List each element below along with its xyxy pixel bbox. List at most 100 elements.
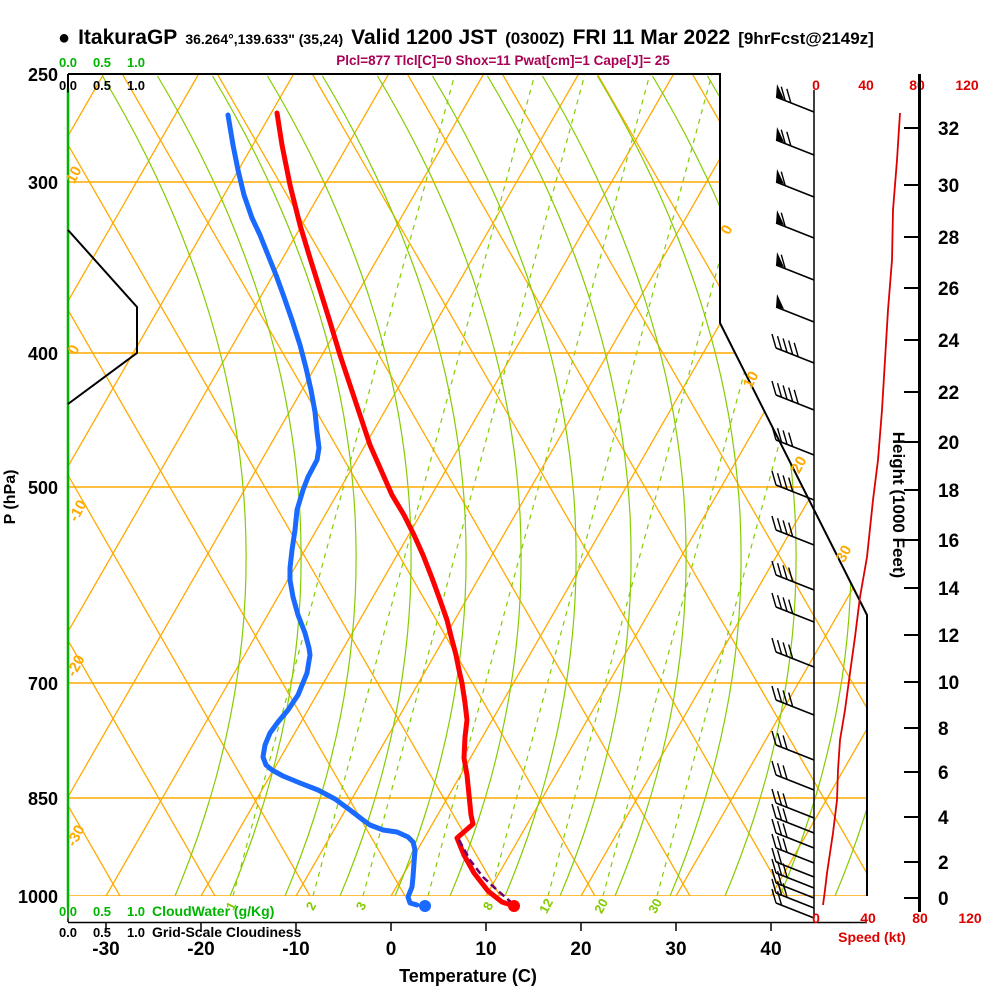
height-tick-label: 4 [938,808,949,829]
wind-barb-feather [771,730,777,746]
wind-barb-feather [776,733,783,748]
wind-barb-feather [788,432,794,447]
dewpoint-curve [225,112,420,908]
dry-adiabat-line [68,74,406,896]
wind-barb-staff [775,902,815,919]
wind-barb-feather [771,833,777,849]
temperature-tick-label: -10 [282,939,309,960]
wind-barb-feather [788,567,794,582]
temperature-tick-label: 10 [475,939,496,960]
temperature-tick-label: 0 [386,939,397,960]
cloudwater-scale-top-label: 0.5 [93,55,111,70]
wind-speed-profile [822,112,901,906]
cloudiness-scale-bottom-label: 1.0 [127,925,145,940]
speed-scale-bottom-label: 120 [958,910,982,926]
wind-barb-staff [775,574,815,591]
dry-adiabat-line [68,74,216,896]
wind-barb-staff [775,96,815,113]
wind-barb-feather [771,803,777,819]
cloudwater-scale-bottom-label: 0.5 [93,904,111,919]
wind-barb-feather [771,847,777,863]
moist-adiabat-line [596,75,742,896]
wind-barb-feather [771,878,777,894]
wind-barb-feather [782,863,788,878]
mixing-ratio-value-label: 2 [303,899,320,912]
wind-barb-feather [771,858,777,874]
wind-barb-feather [788,522,794,537]
wind-barb-staff [775,139,815,156]
wind-barb-feather [776,891,783,906]
mixing-ratio-line [547,74,771,896]
wind-barb-feather [782,597,788,612]
wind-barb-feather [776,821,783,836]
wind-barb-staff [775,306,815,323]
moist-adiabat-line [376,75,522,896]
pressure-tick-label: 250 [28,65,58,85]
station-bullet-icon: ● [58,27,71,49]
dry-adiabat-line [121,74,596,896]
wind-barb-feather [782,385,788,400]
wind-barb-feather [782,430,788,445]
mixing-ratio-value-label: 3 [353,899,370,912]
dry-adiabat-line [216,74,691,896]
wind-barb-feather [771,333,777,349]
temperature-tick-label: 40 [760,939,781,960]
wind-barb-pennant [776,210,784,225]
height-tick-label: 8 [938,719,949,740]
wind-barb-feather [780,212,786,227]
pressure-tick-label: 850 [28,789,58,809]
wind-barb-feather [780,254,786,269]
stability-indices: Plcl=877 Tlcl[C]=0 Shox=11 Pwat[cm]=1 Ca… [336,53,670,68]
wind-barb-staff [775,882,815,899]
wind-barb-feather [771,868,777,884]
height-tick-label: 2 [938,853,949,874]
dry-adiabat-line [406,74,867,896]
cloudiness-scale-top-label: 1.0 [127,78,145,93]
height-tick-label: 10 [938,673,959,694]
wind-barb-staff [775,484,815,501]
wind-barb-staff [775,744,815,761]
forecast-info: [9hrFcst@2149z] [738,29,874,48]
cloudiness-scale-top-label: 0.5 [93,78,111,93]
wind-barb-feather [782,883,788,898]
mixing-ratio-line [232,74,456,896]
wind-barbs [771,84,815,919]
wind-barb-staff [775,872,815,889]
wind-barb-feather [776,336,783,351]
wind-barb-feather [776,563,783,578]
pressure-tick-label: 300 [28,173,58,193]
temperature-tick-label: -30 [92,939,119,960]
speed-scale-bottom-label: 40 [860,910,876,926]
wind-barb-feather [782,765,788,780]
wind-barb-feather [776,836,783,851]
dry-adiabat-line [68,74,501,896]
parcel-path-line [457,839,513,904]
height-tick-label: 26 [938,279,959,300]
moist-adiabat-line [156,75,302,896]
pressure-axis-title: P (hPa) [2,470,19,525]
wind-barb-staff [775,529,815,546]
height-tick-label: 6 [938,763,949,784]
wind-barb-feather [782,475,788,490]
isotherm-line [295,74,770,896]
dry-adiabat-line [311,74,786,896]
cloudwater-scale-bottom-label: 1.0 [127,904,145,919]
isotherm-line [68,74,295,896]
wind-barb-staff [775,222,815,239]
cloudwater-scale-top-label: 1.0 [127,55,145,70]
wind-barb-feather [782,565,788,580]
height-tick-label: 28 [938,228,959,249]
mixing-ratio-value-label: 8 [480,899,497,912]
wind-barb-feather [776,806,783,821]
wind-barb-feather [788,477,794,492]
wind-barb-pennant [776,294,784,309]
mixing-ratio-value-label: 30 [645,896,665,916]
wind-barb-feather [788,692,794,707]
wind-barb-staff [775,892,815,909]
station-name: ItakuraGP [78,26,178,49]
wind-barb-staff [775,606,815,623]
mixing-ratio-line [489,74,713,896]
wind-barb-feather [782,838,788,853]
